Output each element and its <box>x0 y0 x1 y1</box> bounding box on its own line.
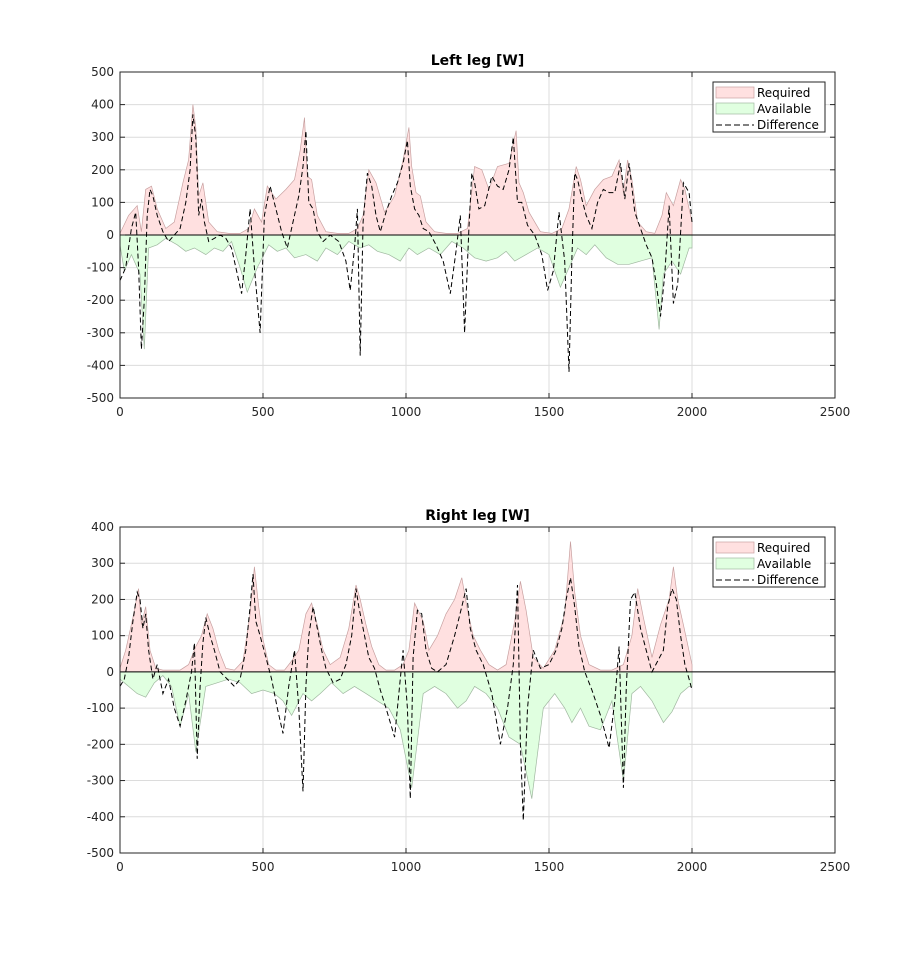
legend-label: Required <box>757 86 810 100</box>
x-tick-label: 1500 <box>534 860 565 874</box>
legend: Required Available Difference <box>712 81 826 133</box>
x-tick-label: 1000 <box>391 860 422 874</box>
y-tick-label: -200 <box>87 293 114 307</box>
y-tick-label: -300 <box>87 774 114 788</box>
y-tick-label: 0 <box>106 228 114 242</box>
series-available-area <box>119 234 693 350</box>
chart-title: Right leg [W] <box>425 508 530 524</box>
y-tick-label: 400 <box>91 520 114 534</box>
x-tick-label: 1500 <box>534 405 565 419</box>
chart-title: Left leg [W] <box>431 53 525 69</box>
y-tick-label: -100 <box>87 701 114 715</box>
legend-label: Required <box>757 541 810 555</box>
y-tick-label: -100 <box>87 261 114 275</box>
x-tick-label: 2500 <box>820 405 851 419</box>
x-tick-label: 500 <box>252 860 275 874</box>
y-tick-label: 0 <box>106 665 114 679</box>
legend-swatch <box>715 86 755 99</box>
x-tick-label: 2500 <box>820 860 851 874</box>
left-leg-chart: 0 500 1000 1500 2000 2500-500-400-300-200-100… <box>87 53 851 419</box>
legend-label: Difference <box>757 118 819 132</box>
y-tick-label: -300 <box>87 326 114 340</box>
series-required-area <box>119 104 693 236</box>
y-tick-label: 200 <box>91 592 114 606</box>
y-tick-label: 500 <box>91 65 114 79</box>
legend: Required Available Difference <box>712 536 826 588</box>
y-tick-label: -400 <box>87 810 114 824</box>
x-tick-label: 500 <box>252 405 275 419</box>
x-tick-label: 2000 <box>677 405 708 419</box>
series-difference-line <box>119 574 693 821</box>
y-tick-label: -500 <box>87 846 114 860</box>
y-tick-label: -400 <box>87 358 114 372</box>
series-difference-line <box>119 114 693 372</box>
right-leg-chart: 0 500 1000 1500 2000 2500-500-400-300-200-100… <box>87 508 851 874</box>
x-tick-label: 1000 <box>391 405 422 419</box>
y-tick-label: 400 <box>91 98 114 112</box>
legend-label: Difference <box>757 573 819 587</box>
legend-label: Available <box>757 557 811 571</box>
y-tick-label: 100 <box>91 629 114 643</box>
x-tick-label: 0 <box>116 405 124 419</box>
legend-swatch <box>715 102 755 115</box>
y-tick-label: 100 <box>91 195 114 209</box>
axes-box <box>119 526 836 854</box>
legend-label: Available <box>757 102 811 116</box>
legend-swatch <box>715 541 755 554</box>
x-tick-label: 0 <box>116 860 124 874</box>
y-tick-label: 200 <box>91 163 114 177</box>
legend-swatch <box>715 557 755 570</box>
y-tick-label: 300 <box>91 556 114 570</box>
y-tick-label: -200 <box>87 737 114 751</box>
y-tick-label: -500 <box>87 391 114 405</box>
series-required-area <box>119 541 693 673</box>
y-tick-label: 300 <box>91 130 114 144</box>
x-tick-label: 2000 <box>677 860 708 874</box>
